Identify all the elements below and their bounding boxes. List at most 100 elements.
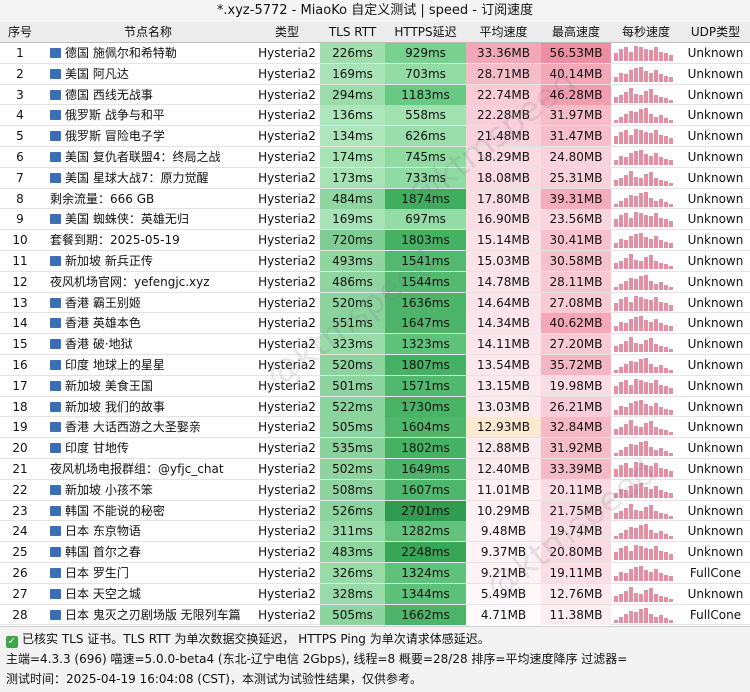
sparkline-bar [624,280,628,290]
node-type: Hysteria2 [258,46,316,60]
https-latency-cell: 1324ms [385,563,466,583]
table-row[interactable]: 1 德国 施佩尔和希特勒 Hysteria2 226ms 929ms 33.36MB 56.… [0,43,750,64]
udp-type-cell: Unknown [687,274,744,289]
flag-icon [50,401,61,412]
table-row[interactable]: 27 日本 天空之城 Hysteria2 328ms 1344ms 5.49MB 12.76… [0,583,750,605]
node-name: 套餐到期：2025-05-19 [42,230,254,250]
per-second-speed-sparkline [611,209,681,229]
col-header-avg-speed[interactable]: 平均速度 [479,25,528,39]
per-second-speed-sparkline [611,480,681,500]
sparkline-bar [634,483,638,498]
sparkline-bar [654,69,658,82]
table-row[interactable]: 4 俄罗斯 战争与和平 Hysteria2 136ms 558ms 22.28MB 31.9… [0,105,750,127]
node-name: 美国 星球大战7：原力觉醒 [42,168,254,188]
sparkline-bar [659,281,663,290]
max-speed-cell: 25.31MB [541,167,611,188]
table-row[interactable]: 15 香港 破·地狱 Hysteria2 323ms 1323ms 14.11MB 27.2… [0,334,750,355]
sparkline-bar [644,486,648,498]
table-row[interactable]: 5 俄罗斯 冒险电子学 Hysteria2 134ms 626ms 21.48MB 31.4… [0,126,750,147]
table-row[interactable]: 6 美国 复仇者联盟4：终局之战 Hysteria2 174ms 745ms 18.29M… [0,147,750,168]
table-row[interactable]: 19 香港 大话西游之大圣娶亲 Hysteria2 505ms 1604ms 12.93M… [0,417,750,439]
sparkline-bar [669,203,673,207]
col-header-index[interactable]: 序号 [7,25,32,39]
col-header-max-speed[interactable]: 最高速度 [551,25,600,39]
table-row[interactable]: 16 印度 地球上的星星 Hysteria2 520ms 1807ms 13.54MB 35… [0,355,750,376]
node-name: 美国 复仇者联盟4：终局之战 [42,147,254,167]
table-row[interactable]: 25 韩国 首尔之春 Hysteria2 483ms 2248ms 9.37MB 20.80… [0,542,750,563]
table-row[interactable]: 8 剩余流量：666 GB Hysteria2 484ms 1874ms 17.80MB 3… [0,188,750,210]
tls-rtt-cell: 311ms [320,521,385,542]
table-row[interactable]: 18 新加坡 我们的故事 Hysteria2 522ms 1730ms 13.03MB 26… [0,396,750,418]
flag-icon [50,172,61,183]
node-name-text: 印度 地球上的星星 [65,358,165,372]
https-latency-cell: 1647ms [385,313,466,334]
row-index: 11 [12,254,28,268]
per-second-speed-sparkline [611,605,681,625]
node-name: 日本 鬼灭之刃剧场版 无限列车篇 [42,605,254,625]
sparkline-bar [634,260,638,269]
table-row[interactable]: 13 香港 霸王别姬 Hysteria2 520ms 1636ms 14.64MB 27.0… [0,292,750,314]
node-name: 日本 东京物语 [42,521,254,541]
row-index: 9 [16,212,24,227]
node-name-text: 美国 星球大战7：原力觉醒 [65,170,209,185]
table-row[interactable]: 22 新加坡 小孩不笨 Hysteria2 508ms 1607ms 11.01MB 20.… [0,479,750,501]
col-header-udp-type[interactable]: UDP类型 [690,25,741,39]
avg-speed-cell: 28.71MB [466,63,541,84]
table-row[interactable]: 11 新加坡 新兵正传 Hysteria2 493ms 1541ms 15.03MB 30.… [0,251,750,272]
node-name: 印度 甘地传 [42,438,254,458]
tls-rtt-cell: 535ms [320,438,385,459]
node-type: Hysteria2 [258,337,316,352]
footer-line-backend: 主端=4.3.3 (696) 喵速=5.0.0-beta4 (东北-辽宁电信 2… [6,652,628,666]
sparkline-bar [634,67,638,82]
table-row[interactable]: 20 印度 甘地传 Hysteria2 535ms 1802ms 12.88MB 31.92… [0,438,750,459]
sparkline-bar [669,453,673,457]
col-header-https-latency[interactable]: HTTPS延迟 [394,25,457,39]
table-row[interactable]: 26 日本 罗生门 Hysteria2 326ms 1324ms 9.21MB 19.11M… [0,563,750,584]
table-row[interactable]: 2 美国 阿凡达 Hysteria2 169ms 703ms 28.71MB 40.14MB… [0,63,750,85]
table-row[interactable]: 7 美国 星球大战7：原力觉醒 Hysteria2 173ms 733ms 18.08MB… [0,167,750,189]
sparkline-bar [669,55,673,61]
avg-speed-cell: 10.29MB [466,500,541,521]
col-header-tls-rtt[interactable]: TLS RTT [328,25,377,39]
sparkline-bar [664,325,668,332]
table-row[interactable]: 17 新加坡 美食王国 Hysteria2 501ms 1571ms 13.15MB 19.… [0,375,750,397]
table-row[interactable]: 12 夜风机场官网：yefengjc.xyz Hysteria2 486ms 1544m… [0,271,750,293]
max-speed-cell: 39.31MB [541,188,611,209]
avg-speed-cell: 12.93MB [466,417,541,438]
node-type: Hysteria2 [258,212,316,227]
sparkline-bar [649,239,653,249]
col-header-name[interactable]: 节点名称 [123,25,172,39]
per-second-speed-sparkline [611,417,681,437]
sparkline-bar [629,420,633,436]
node-name-text: 韩国 首尔之春 [65,545,141,560]
table-row[interactable]: 9 美国 蜘蛛侠：英雄无归 Hysteria2 169ms 697ms 16.90MB 23… [0,209,750,231]
sparkline-bar [664,451,668,457]
table-row[interactable]: 10 套餐到期：2025-05-19 Hysteria2 720ms 1803ms 15.… [0,230,750,251]
sparkline-bar [624,406,628,415]
sparkline-bar [664,219,668,228]
per-second-speed-sparkline [611,126,681,146]
col-header-type[interactable]: 类型 [274,25,299,39]
sparkline-bar [649,50,653,61]
table-row[interactable]: 24 日本 东京物语 Hysteria2 311ms 1282ms 9.48MB 19.74… [0,521,750,543]
table-row[interactable]: 23 韩国 不能说的秘密 Hysteria2 526ms 2701ms 10.29MB 21… [0,500,750,522]
per-second-speed-sparkline [611,147,681,167]
tls-rtt-cell: 520ms [320,355,385,375]
sparkline-bar [629,69,633,82]
sparkline-bar [654,283,658,290]
node-type: Hysteria2 [258,420,316,435]
udp-type-cell: Unknown [687,462,744,476]
per-second-speed-sparkline [611,376,681,396]
table-row[interactable]: 3 德国 西线无战事 Hysteria2 294ms 1183ms 22.74MB 46.2… [0,84,750,106]
col-header-per-second-speed[interactable]: 每秒速度 [621,25,670,39]
sparkline-bar [664,491,668,498]
https-latency-cell: 929ms [385,43,466,63]
sparkline-bar [614,302,618,311]
table-row[interactable]: 21 夜风机场电报群组：@yfjc_chat Hysteria2 502ms 1649m… [0,459,750,480]
flag-icon [50,110,61,121]
max-speed-cell: 30.58MB [541,251,611,271]
sparkline-bar [654,510,658,519]
https-latency-cell: 1323ms [385,334,466,355]
table-row[interactable]: 14 香港 英雄本色 Hysteria2 551ms 1647ms 14.34MB 40.6… [0,313,750,335]
table-row[interactable]: 28 日本 鬼灭之刃剧场版 无限列车篇 Hysteria2 505ms 1662ms 4.… [0,604,750,626]
